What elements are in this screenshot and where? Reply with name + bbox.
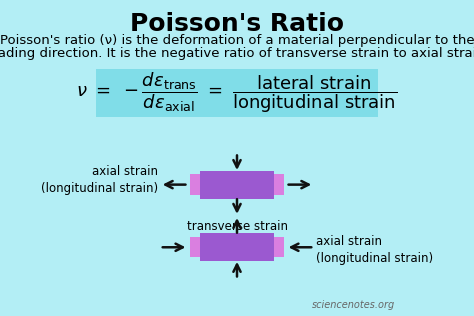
- Text: axial strain
(longitudinal strain): axial strain (longitudinal strain): [316, 235, 433, 265]
- FancyBboxPatch shape: [96, 69, 378, 117]
- Text: Poisson's ratio (ν) is the deformation of a material perpendicular to the: Poisson's ratio (ν) is the deformation o…: [0, 34, 474, 47]
- Text: sciencenotes.org: sciencenotes.org: [311, 300, 395, 310]
- Text: $\nu\ =\ -\dfrac{d\varepsilon_{\rm trans}}{d\varepsilon_{\rm axial}}\ =\ \dfrac{: $\nu\ =\ -\dfrac{d\varepsilon_{\rm trans…: [76, 70, 398, 115]
- FancyBboxPatch shape: [200, 171, 274, 199]
- FancyBboxPatch shape: [190, 237, 284, 258]
- FancyBboxPatch shape: [200, 233, 274, 261]
- Text: Poisson's Ratio: Poisson's Ratio: [130, 12, 344, 36]
- Text: axial strain
(longitudinal strain): axial strain (longitudinal strain): [41, 165, 158, 195]
- Text: loading direction. It is the negative ratio of transverse strain to axial strain: loading direction. It is the negative ra…: [0, 47, 474, 60]
- Text: transverse strain
(lateral strain): transverse strain (lateral strain): [186, 220, 288, 250]
- FancyBboxPatch shape: [190, 174, 284, 195]
